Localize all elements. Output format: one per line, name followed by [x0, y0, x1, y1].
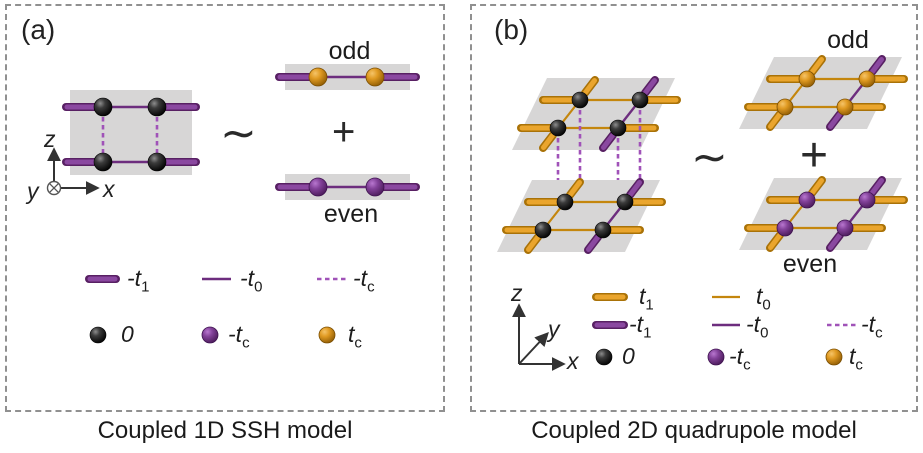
panel-a-label: (a): [21, 14, 56, 45]
panel-b-box: (b) odd ∼ + even z y x t1 t0 -t1 -t0 -tc…: [470, 4, 918, 412]
black-sphere-icon: [89, 326, 107, 344]
axes-b: [512, 303, 566, 371]
panel-b-label: (b): [494, 14, 529, 45]
legend-label-neg-tc-dashed: -tc: [861, 311, 883, 342]
axes-a: [46, 147, 100, 196]
lattice-site-sphere: [308, 67, 328, 87]
axis-z-label: z: [44, 126, 56, 152]
lattice-site-sphere: [549, 119, 567, 137]
legend-symbols-a: [85, 275, 346, 344]
lattice-site-sphere: [147, 97, 167, 117]
legend-label-neg-tc-site: -tc: [228, 321, 250, 352]
plus-symbol: +: [332, 110, 356, 154]
lattice-site-sphere: [147, 152, 167, 172]
purple-sphere-icon: [201, 326, 219, 344]
lattice-site-sphere: [534, 221, 552, 239]
lattice-site-sphere: [798, 191, 816, 209]
panel-b-caption: Coupled 2D quadrupole model: [531, 417, 857, 444]
legend-label-t0: -t0: [240, 265, 263, 296]
lattice-site-sphere: [365, 67, 385, 87]
odd-chain-diagram: [275, 64, 420, 90]
lattice-site-sphere: [631, 91, 649, 109]
coupled-planes-diagram: [497, 78, 677, 252]
legend-label-t1: -t1: [127, 265, 150, 296]
even-chain-label: even: [323, 200, 379, 228]
lattice-site-sphere: [93, 97, 113, 117]
lattice-site-sphere: [365, 177, 385, 197]
legend-label-zero: 0: [622, 343, 635, 369]
axis-z-label: z: [511, 280, 523, 306]
legend-label-tc-dashed: -tc: [353, 265, 375, 296]
axis-y-label: y: [548, 316, 560, 342]
legend-label-tc-site: tc: [348, 321, 362, 352]
orange-sphere-icon: [318, 326, 336, 344]
legend-label-neg-t1: -t1: [629, 311, 652, 342]
even-plane-label: even: [782, 250, 838, 278]
lattice-site-sphere: [776, 219, 794, 237]
similar-symbol: ∼: [220, 108, 257, 159]
lower-plane: [497, 180, 662, 252]
black-sphere-icon: [595, 348, 613, 366]
lattice-site-sphere: [609, 119, 627, 137]
odd-plane-label: odd: [827, 26, 869, 54]
odd-chain-label: odd: [328, 37, 371, 65]
lattice-site-sphere: [594, 221, 612, 239]
upper-plane: [512, 78, 677, 150]
lattice-site-sphere: [858, 70, 876, 88]
panel-b-graphics: [472, 6, 916, 371]
similar-symbol: ∼: [691, 132, 728, 183]
lattice-site-sphere: [776, 98, 794, 116]
ssh-ladder-diagram: [62, 90, 200, 175]
legend-label-t0: t0: [756, 283, 771, 314]
legend-symbols-b: [592, 293, 856, 366]
lattice-site-sphere: [556, 193, 574, 211]
even-chain-diagram: [275, 174, 420, 200]
legend-label-neg-t0: -t0: [746, 311, 769, 342]
lattice-site-sphere: [616, 193, 634, 211]
axis-x-label: x: [567, 348, 579, 374]
purple-sphere-icon: [707, 348, 725, 366]
lattice-site-sphere: [798, 70, 816, 88]
even-plane-diagram: [739, 178, 904, 250]
lattice-site-sphere: [308, 177, 328, 197]
lattice-site-sphere: [93, 152, 113, 172]
axis-y-label: y: [27, 178, 39, 204]
lattice-site-sphere: [571, 91, 589, 109]
lattice-site-sphere: [836, 219, 854, 237]
legend-label-tc-site: tc: [849, 343, 863, 374]
panel-a-graphics: [46, 64, 420, 344]
lattice-site-sphere: [858, 191, 876, 209]
lattice-site-sphere: [836, 98, 854, 116]
plus-symbol: +: [800, 129, 829, 182]
legend-label-neg-tc-site: -tc: [729, 343, 751, 374]
axis-x-label: x: [103, 176, 115, 202]
legend-label-zero: 0: [121, 321, 134, 347]
odd-plane-diagram: [739, 57, 904, 129]
panel-a-caption: Coupled 1D SSH model: [97, 417, 353, 444]
orange-sphere-icon: [825, 348, 843, 366]
panel-a-box: (a) odd ∼ + even z x y -t1 -t0 -tc 0 -tc…: [5, 4, 445, 412]
legend-label-t1: t1: [639, 283, 654, 314]
